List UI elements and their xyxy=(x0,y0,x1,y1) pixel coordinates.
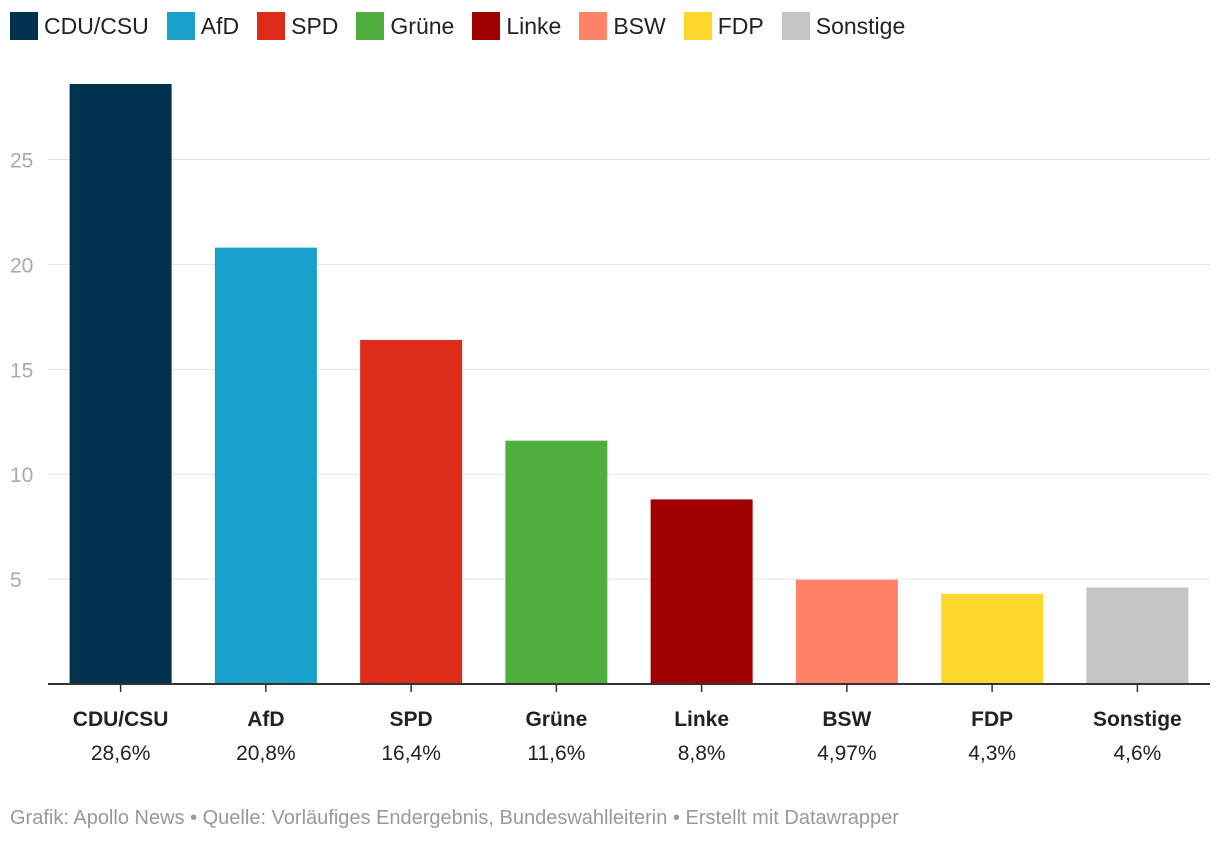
data-label: 4,3% xyxy=(968,742,1016,765)
category-label: SPD xyxy=(390,708,433,731)
bar xyxy=(214,247,317,685)
bar xyxy=(360,339,463,684)
category-label: Sonstige xyxy=(1093,708,1182,731)
y-tick-label: 5 xyxy=(10,569,22,592)
data-label: 11,6% xyxy=(527,742,585,765)
legend-item: Grüne xyxy=(356,12,454,40)
data-label: 16,4% xyxy=(381,742,441,765)
bar xyxy=(1086,587,1189,684)
y-tick-label: 20 xyxy=(10,254,33,277)
category-label: BSW xyxy=(822,708,871,731)
legend-swatch xyxy=(781,12,810,40)
bar xyxy=(941,593,1044,684)
bar-chart: 5 10 15 20 25 CDU/CSU 28,6% AfD 20,8% SPD 16,4% Grü… xyxy=(10,84,1210,765)
legend-swatch xyxy=(166,12,195,40)
data-label: 28,6% xyxy=(91,742,151,765)
legend-label: Sonstige xyxy=(815,13,906,39)
category-label: AfD xyxy=(247,708,284,731)
legend-swatch xyxy=(683,12,712,40)
legend-swatch xyxy=(472,12,501,40)
legend-item: BSW xyxy=(579,12,666,40)
data-label: 8,8% xyxy=(678,742,726,765)
category-label: Grüne xyxy=(525,708,587,731)
legend-label: CDU/CSU xyxy=(44,13,149,39)
legend-label: FDP xyxy=(717,13,764,39)
legend-swatch xyxy=(10,12,38,40)
bar xyxy=(795,579,898,684)
legend-swatch xyxy=(356,12,385,40)
legend-swatch xyxy=(579,12,608,40)
y-tick-label: 15 xyxy=(10,359,33,382)
bar xyxy=(69,84,172,684)
bar xyxy=(505,440,608,684)
chart-footer: Grafik: Apollo News • Quelle: Vorläufige… xyxy=(10,807,899,829)
category-label: FDP xyxy=(971,708,1013,731)
legend-item: FDP xyxy=(683,12,764,40)
y-tick-label: 25 xyxy=(10,150,33,173)
legend-swatch xyxy=(257,12,286,40)
chart-legend: CDU/CSU AfD SPD Grüne Linke BSW FDP Sons… xyxy=(10,12,923,40)
legend-item: CDU/CSU xyxy=(10,12,149,40)
legend-label: Linke xyxy=(506,13,562,39)
y-tick-label: 10 xyxy=(10,464,33,487)
data-label: 4,97% xyxy=(817,742,877,765)
data-label: 20,8% xyxy=(236,742,296,765)
legend-label: SPD xyxy=(291,13,339,39)
data-label: 4,6% xyxy=(1113,742,1161,765)
legend-label: BSW xyxy=(613,13,666,39)
category-label: Linke xyxy=(674,708,729,731)
legend-item: AfD xyxy=(166,12,240,40)
category-label: CDU/CSU xyxy=(73,708,169,731)
legend-label: Grüne xyxy=(390,13,455,39)
legend-item: SPD xyxy=(257,12,338,40)
legend-item: Sonstige xyxy=(781,12,906,40)
legend-label: AfD xyxy=(200,13,240,39)
legend-item: Linke xyxy=(472,12,561,40)
bar xyxy=(650,499,753,684)
